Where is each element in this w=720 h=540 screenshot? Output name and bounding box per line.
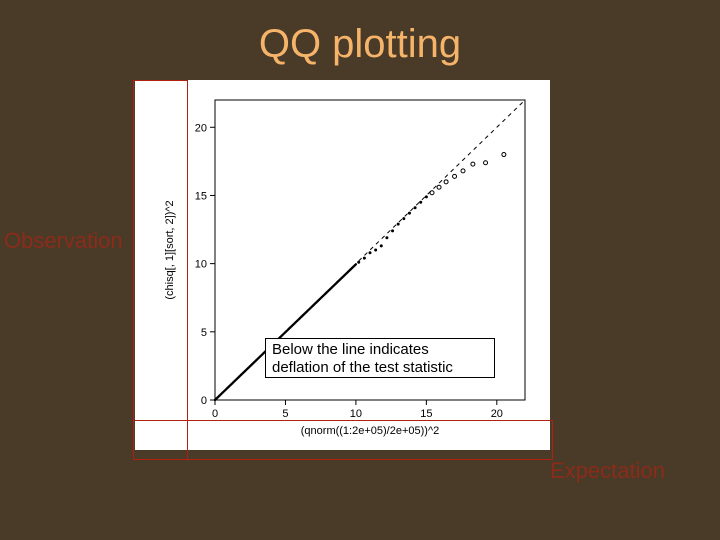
callout-line-2: deflation of the test statistic <box>272 359 488 377</box>
svg-text:5: 5 <box>282 408 288 420</box>
yaxis-highlight-box <box>133 80 188 460</box>
observation-label: Observation <box>4 228 123 254</box>
slide: QQ plotting Observation 0 5 10 15 20 0 5 10 15 20… <box>0 0 720 540</box>
svg-text:15: 15 <box>195 190 207 202</box>
svg-text:15: 15 <box>420 408 432 420</box>
svg-text:10: 10 <box>195 259 207 271</box>
svg-text:5: 5 <box>201 327 207 339</box>
svg-text:0: 0 <box>201 395 207 407</box>
callout-box: Below the line indicates deflation of th… <box>265 338 495 378</box>
xaxis-highlight-box <box>133 420 553 460</box>
qq-plot: 0510152005101520(qnorm((1:2e+05)/2e+05))… <box>135 80 550 450</box>
qq-plot-svg: 0510152005101520(qnorm((1:2e+05)/2e+05))… <box>135 80 550 450</box>
svg-text:0: 0 <box>212 408 218 420</box>
callout-line-1: Below the line indicates <box>272 341 488 359</box>
expectation-label: Expectation <box>550 458 665 484</box>
page-title: QQ plotting <box>0 22 720 67</box>
svg-text:20: 20 <box>195 122 207 134</box>
svg-text:20: 20 <box>491 408 503 420</box>
svg-text:10: 10 <box>350 408 362 420</box>
